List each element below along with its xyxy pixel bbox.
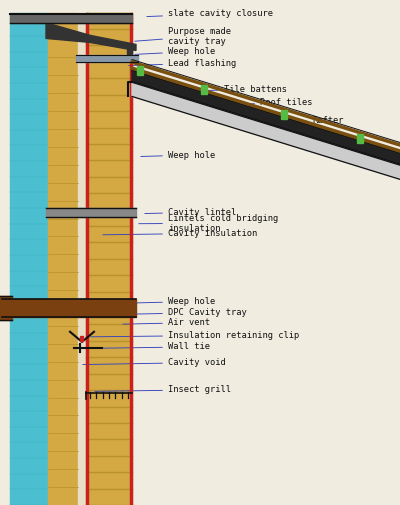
Text: Air vent: Air vent: [123, 318, 210, 327]
Text: Lead flashing: Lead flashing: [129, 59, 236, 68]
Polygon shape: [132, 70, 400, 164]
Bar: [86, 13, 88, 505]
Bar: [80, 336, 83, 341]
Text: Lintels cold bridging
insulation: Lintels cold bridging insulation: [139, 214, 278, 233]
Bar: [127, 49, 132, 54]
Text: Cavity insulation: Cavity insulation: [103, 229, 257, 238]
Bar: [2, 299, 136, 317]
Text: DPC Cavity tray: DPC Cavity tray: [136, 308, 247, 317]
Bar: [48, 13, 78, 505]
Text: slate cavity closure: slate cavity closure: [147, 9, 273, 18]
Bar: [201, 85, 207, 94]
Text: Weep hole: Weep hole: [136, 297, 215, 306]
Bar: [281, 110, 287, 119]
Text: Tile battens: Tile battens: [187, 85, 287, 94]
Bar: [0, 296, 12, 320]
Bar: [86, 13, 132, 505]
Text: Rafter: Rafter: [291, 116, 344, 125]
Text: Wall tie: Wall tie: [87, 342, 210, 351]
Bar: [137, 66, 143, 75]
Bar: [76, 55, 138, 62]
Bar: [10, 13, 48, 505]
Text: Insulation retaining clip: Insulation retaining clip: [91, 331, 299, 340]
Bar: [357, 134, 363, 143]
Bar: [78, 13, 86, 505]
Text: Cavity void: Cavity void: [83, 358, 226, 367]
Text: Cavity lintel: Cavity lintel: [145, 208, 236, 217]
Text: Insect grill: Insect grill: [95, 385, 231, 394]
Text: Weep hole: Weep hole: [135, 47, 215, 56]
Polygon shape: [132, 82, 400, 179]
Bar: [10, 14, 132, 23]
Text: Roof tiles: Roof tiles: [235, 98, 312, 107]
Bar: [46, 208, 136, 217]
Text: Weep hole: Weep hole: [141, 150, 215, 160]
Bar: [130, 13, 132, 505]
Text: Purpose made
cavity tray: Purpose made cavity tray: [135, 27, 231, 46]
Polygon shape: [46, 23, 136, 50]
